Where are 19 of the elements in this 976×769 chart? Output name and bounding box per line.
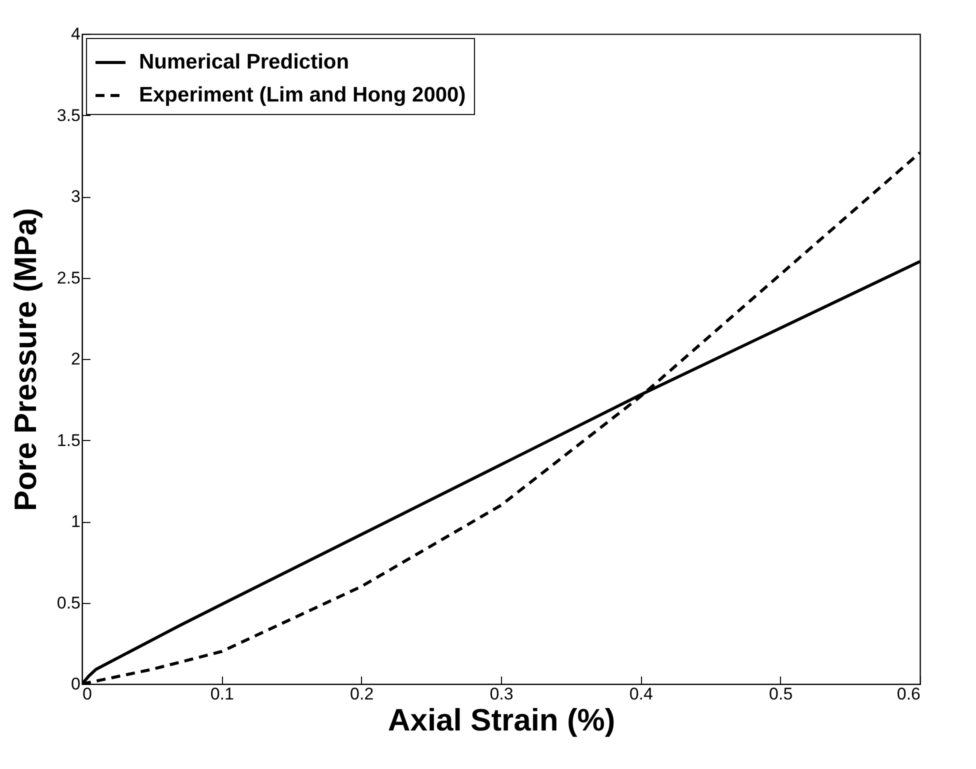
x-tick-label: 0 bbox=[82, 684, 92, 704]
x-tick-label: 0.5 bbox=[769, 684, 793, 704]
x-tick-label: 0.2 bbox=[350, 684, 374, 704]
y-tick-label: 2 bbox=[71, 350, 80, 368]
x-tick-label: 0.4 bbox=[629, 684, 653, 704]
y-tick-label: 4 bbox=[71, 24, 80, 44]
y-tick-label: 2.5 bbox=[56, 268, 80, 288]
x-tick-label: 0.1 bbox=[210, 684, 234, 704]
y-tick-label: 1.5 bbox=[56, 430, 80, 450]
y-tick-label: 0.5 bbox=[56, 593, 80, 612]
x-tick-label: 0.3 bbox=[490, 684, 514, 704]
legend-label: Experiment (Lim and Hong 2000) bbox=[139, 84, 466, 106]
y-tick-label: 1 bbox=[71, 512, 80, 531]
y-tick-label: 3 bbox=[71, 187, 80, 206]
legend-label: Numerical Prediction bbox=[139, 50, 350, 74]
y-tick-label: 3.5 bbox=[56, 106, 80, 125]
x-axis-title: Axial Strain (%) bbox=[388, 702, 616, 738]
y-axis-title: Pore Pressure (MPa) bbox=[8, 208, 43, 512]
x-tick-label: 0.6 bbox=[896, 684, 920, 704]
